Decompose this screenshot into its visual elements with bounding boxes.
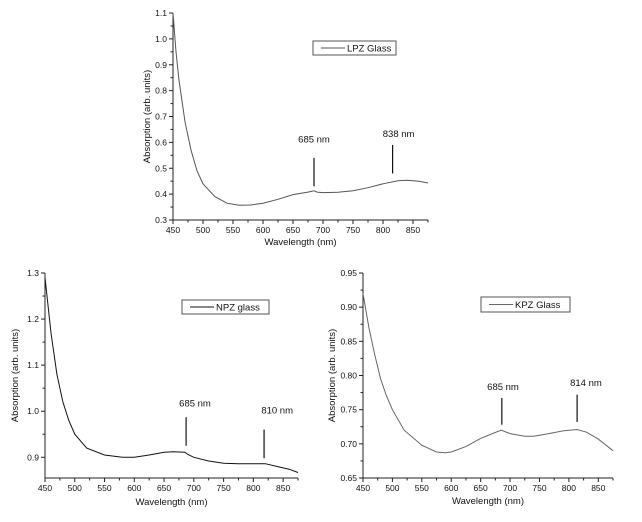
x-tick-label: 750 <box>216 483 230 493</box>
x-tick-label: 800 <box>562 483 576 493</box>
x-tick-label: 500 <box>68 483 82 493</box>
y-tick-label: 1.1 <box>27 360 39 370</box>
x-tick-label: 650 <box>286 225 300 235</box>
x-tick-label: 600 <box>444 483 458 493</box>
y-tick-label: 0.65 <box>340 473 357 483</box>
chart-lpz-glass: 450 500 550 600 650 700 750 800 850 0.3 0.4 0.5 0.6 0… <box>142 8 429 248</box>
x-tick-label: 450 <box>356 483 370 493</box>
legend-box <box>480 296 571 313</box>
series-line <box>44 277 299 473</box>
y-tick-label: 0.6 <box>155 137 167 147</box>
y-tick-label: 0.75 <box>340 405 357 415</box>
x-tick-label: 700 <box>503 483 517 493</box>
legend: KPZ Glass <box>480 296 571 313</box>
annotation-label: 810 nm <box>261 406 293 417</box>
y-tick-label: 0.80 <box>340 371 357 381</box>
x-tick-label: 700 <box>316 225 330 235</box>
y-tick-label: 1.3 <box>27 268 39 278</box>
legend-box <box>181 299 270 315</box>
legend-label: NPZ glass <box>216 303 260 314</box>
legend: LPZ Glass <box>312 40 397 56</box>
y-tick-label: 0.85 <box>340 336 357 346</box>
annotation-label: 685 nm <box>487 382 519 393</box>
x-tick-label: 500 <box>196 225 210 235</box>
x-tick-label: 800 <box>246 483 260 493</box>
annotation-label: 838 nm <box>383 129 415 140</box>
chart-kpz-glass: 450 500 550 600 650 700 750 800 850 0.65 0.70 0.75 0… <box>327 268 614 507</box>
x-tick-label: 850 <box>591 483 605 493</box>
legend-box <box>312 40 397 56</box>
y-tick-label: 0.7 <box>155 112 167 122</box>
x-tick-label: 750 <box>346 225 360 235</box>
x-tick-label: 700 <box>187 483 201 493</box>
x-tick-label: 550 <box>226 225 240 235</box>
y-axis-title: Absorption (arb. units) <box>10 329 21 422</box>
x-tick-label: 600 <box>127 483 141 493</box>
x-tick-label: 600 <box>256 225 270 235</box>
y-tick-label: 0.90 <box>340 302 357 312</box>
y-tick-label: 0.9 <box>27 452 39 462</box>
x-axis-title: Wavelength (nm) <box>136 497 208 508</box>
y-axis-title: Absorption (arb. units) <box>142 70 153 163</box>
y-tick-label: 0.8 <box>155 86 167 96</box>
annotation-label: 685 nm <box>179 399 211 410</box>
legend-label: LPZ Glass <box>347 44 392 55</box>
y-tick-label: 0.95 <box>340 268 357 278</box>
x-tick-label: 550 <box>415 483 429 493</box>
y-axis-title: Absorption (arb. units) <box>327 329 338 422</box>
series-line <box>362 293 614 454</box>
y-tick-label: 1.1 <box>155 8 167 18</box>
y-tick-label: 0.5 <box>155 163 167 173</box>
chart-npz-glass: 450 500 550 600 650 700 750 800 850 0.9 1.0 1.1 1.2 1… <box>10 268 299 508</box>
x-axis-title: Wavelength (nm) <box>452 496 524 507</box>
x-tick-label: 750 <box>532 483 546 493</box>
x-tick-label: 550 <box>97 483 111 493</box>
x-tick-label: 850 <box>276 483 290 493</box>
x-tick-label: 650 <box>157 483 171 493</box>
legend-label: KPZ Glass <box>515 300 561 311</box>
x-tick-label: 450 <box>166 225 180 235</box>
x-tick-label: 850 <box>406 225 420 235</box>
x-tick-label: 650 <box>474 483 488 493</box>
x-tick-label: 450 <box>38 483 52 493</box>
legend: NPZ glass <box>181 299 270 315</box>
annotation-label: 685 nm <box>298 134 330 145</box>
y-tick-label: 1.2 <box>27 314 39 324</box>
y-tick-label: 0.3 <box>155 215 167 225</box>
x-axis-title: Wavelength (nm) <box>265 237 337 248</box>
x-tick-label: 800 <box>376 225 390 235</box>
series-line <box>172 12 429 206</box>
y-tick-label: 1.0 <box>155 34 167 44</box>
x-tick-label: 500 <box>385 483 399 493</box>
y-tick-label: 0.9 <box>155 60 167 70</box>
y-tick-label: 0.70 <box>340 439 357 449</box>
y-tick-label: 0.4 <box>155 189 167 199</box>
y-tick-label: 1.0 <box>27 406 39 416</box>
annotation-label: 814 nm <box>570 378 602 389</box>
